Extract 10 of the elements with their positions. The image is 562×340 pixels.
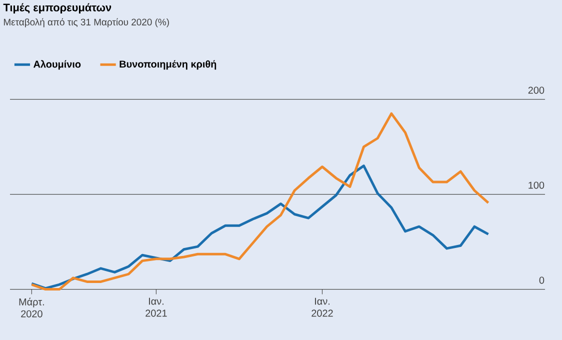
legend-label: Βυνοποιημένη κριθή [120,60,216,70]
x-tick-label: Μάρτ. 2020 [19,298,44,318]
x-tick-label: Ιαν. 2022 [312,298,333,317]
chart-title: Τιμές εμπορευμάτων [3,3,112,14]
chart-subtitle: Μεταβολή από τις 31 Μαρτίου 2020 (%) [4,18,169,28]
y-tick-label: 100 [528,182,544,189]
legend-label: Αλουμίνιο [34,60,81,70]
x-tick-label: Ιαν. 2021 [146,298,167,317]
y-tick-label: 200 [528,86,544,94]
y-tick-label: 0 [539,276,544,284]
